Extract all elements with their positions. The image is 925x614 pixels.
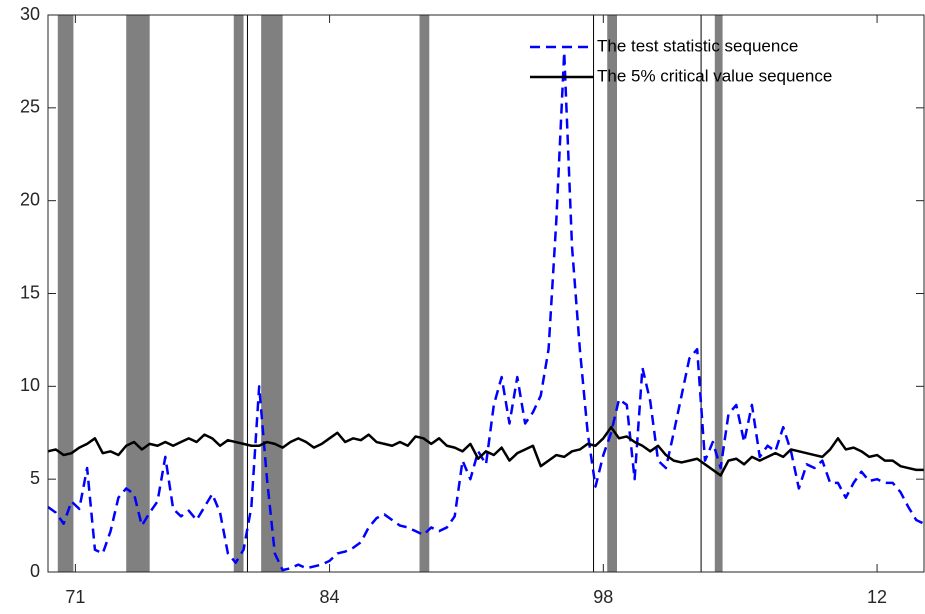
plot-frame (47, 14, 925, 573)
shaded-period (126, 15, 150, 572)
shaded-period (261, 15, 283, 572)
x-tick-label: 12 (867, 587, 887, 607)
series-line (47, 50, 925, 572)
y-tick-label: 25 (20, 97, 40, 117)
y-tick-label: 30 (20, 4, 40, 24)
y-tick-label: 10 (20, 375, 40, 395)
y-tick-label: 15 (20, 282, 40, 302)
series-line (47, 425, 924, 477)
y-tick-label: 20 (20, 189, 40, 209)
y-tick-label: 0 (30, 561, 40, 581)
x-tick-label: 71 (65, 587, 85, 607)
x-tick-label: 98 (593, 587, 613, 607)
shaded-period (57, 15, 74, 572)
legend-label: The test statistic sequence (597, 36, 798, 55)
y-tick-label: 5 (30, 468, 40, 488)
shaded-period (607, 15, 618, 572)
shaded-period (233, 15, 244, 572)
x-tick-label: 84 (320, 587, 340, 607)
legend-label: The 5% critical value sequence (597, 66, 832, 85)
shaded-period (714, 15, 723, 572)
shaded-period (419, 15, 430, 572)
